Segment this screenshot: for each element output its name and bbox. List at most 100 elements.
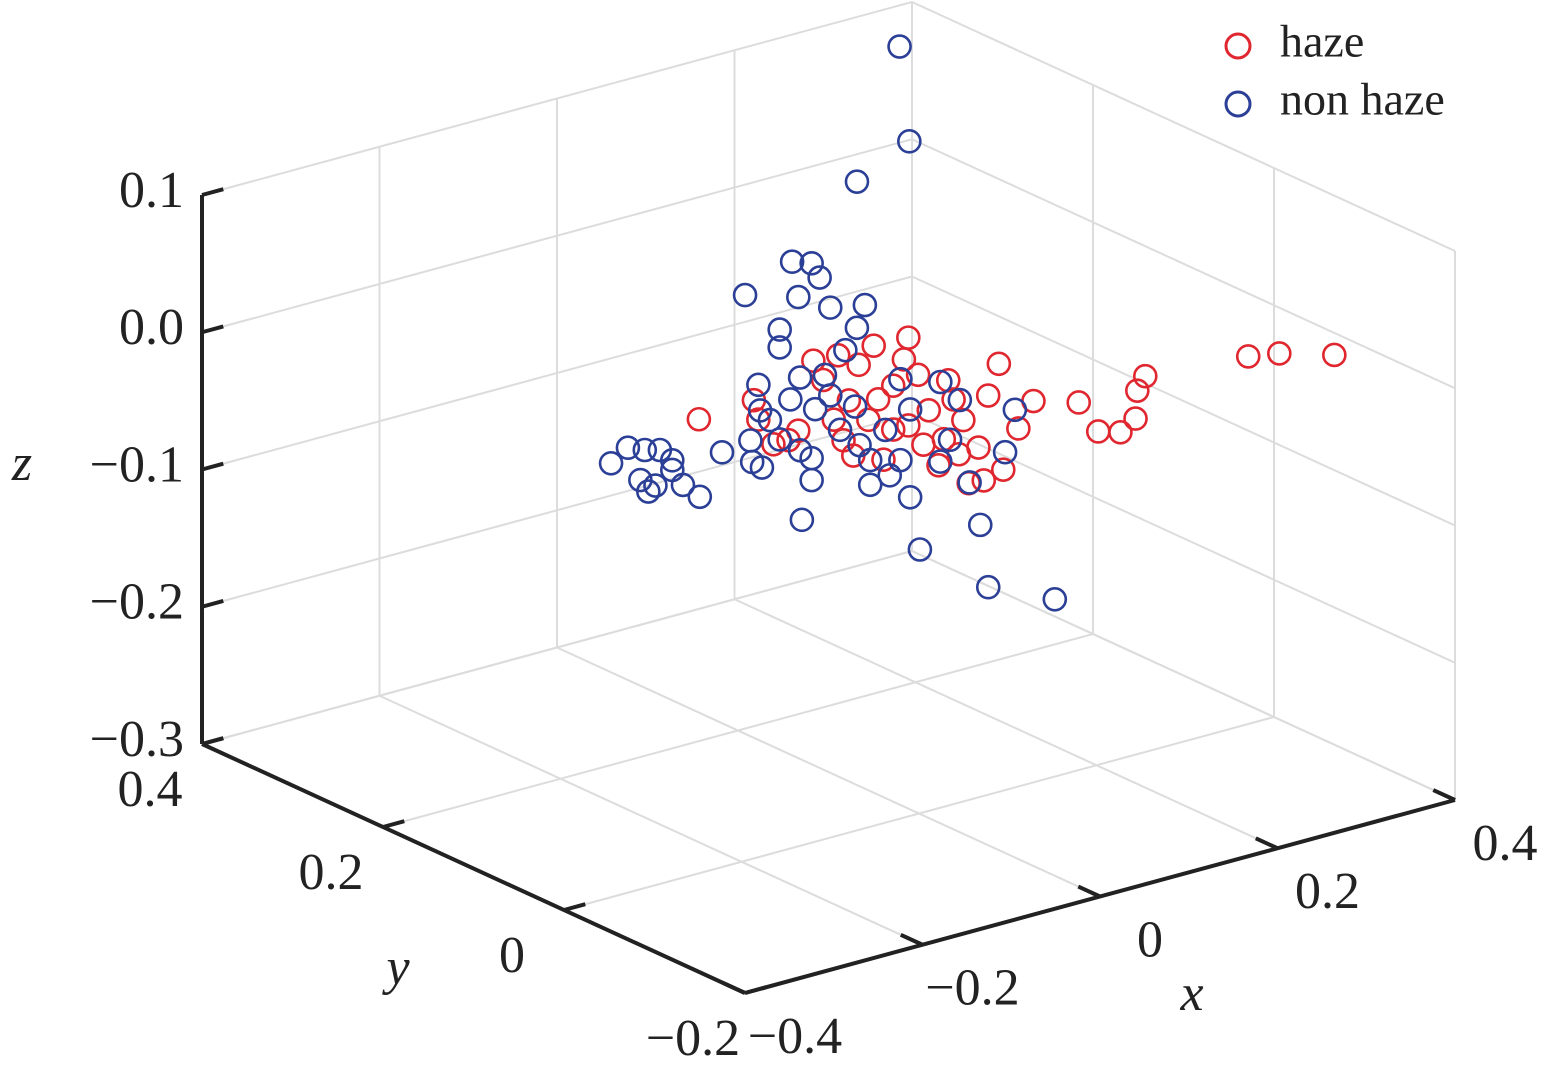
x-tick: [1077, 884, 1101, 899]
point: [891, 347, 917, 372]
x-tick: [1432, 788, 1456, 802]
grid-line: [201, 1, 913, 196]
point: [897, 129, 922, 154]
z-tick-label: 0.0: [119, 299, 184, 356]
point: [865, 387, 891, 412]
point: [749, 455, 775, 480]
point: [686, 406, 712, 432]
point: [1267, 341, 1292, 366]
legend-marker: [1224, 90, 1252, 118]
point: [897, 397, 923, 422]
point: [928, 449, 953, 474]
point: [844, 169, 870, 194]
point: [905, 362, 931, 388]
point: [1006, 416, 1031, 441]
point: [888, 447, 913, 473]
point: [827, 417, 853, 443]
x-tick-label: −0.4: [748, 1008, 842, 1065]
point: [636, 479, 661, 504]
grid-line: [201, 412, 913, 608]
z-tick-label: −0.1: [90, 436, 184, 493]
point: [817, 383, 843, 408]
point: [896, 325, 921, 350]
point: [799, 250, 824, 276]
grid-line: [201, 138, 913, 334]
point: [880, 373, 906, 398]
point: [947, 387, 973, 413]
axis-label: y: [381, 939, 410, 996]
z-tick: [201, 324, 224, 335]
point: [767, 427, 792, 452]
point: [967, 512, 993, 538]
point: [747, 398, 773, 423]
point: [911, 432, 936, 457]
point: [615, 435, 641, 461]
point: [896, 413, 921, 438]
grid-line: [382, 633, 1094, 828]
z-tick: [201, 187, 224, 197]
z-tick: [201, 461, 224, 472]
x-tick-label: 0.2: [1295, 863, 1360, 920]
point: [1108, 420, 1133, 445]
point: [1085, 419, 1111, 444]
point: [928, 369, 953, 395]
point: [807, 265, 832, 290]
point: [975, 574, 1001, 600]
grid-line: [201, 275, 913, 471]
y-tick: [201, 736, 224, 746]
point: [825, 343, 851, 368]
point: [951, 407, 976, 433]
x-tick-label: 0: [1137, 911, 1163, 968]
point: [767, 335, 792, 360]
point: [1125, 378, 1150, 403]
legend-label: haze: [1280, 16, 1364, 67]
z-tick-label: −0.2: [90, 574, 184, 631]
z-tick-label: 0.1: [119, 162, 184, 219]
grid-line: [911, 138, 1456, 390]
point: [632, 437, 658, 463]
point: [817, 295, 843, 320]
x-tick: [1254, 836, 1279, 851]
x-tick: [899, 932, 924, 947]
point: [871, 447, 896, 472]
point: [957, 470, 982, 495]
grid-line: [911, 412, 1456, 664]
point: [778, 387, 803, 412]
y-tick: [382, 819, 405, 829]
x-tick-label: 0.4: [1473, 815, 1538, 872]
y-tick-label: 0.4: [118, 761, 183, 818]
grid-line: [734, 598, 1278, 850]
point: [872, 417, 898, 443]
point: [687, 484, 713, 510]
y-tick-label: −0.2: [646, 1010, 740, 1067]
point: [852, 292, 878, 318]
point: [861, 333, 887, 358]
point: [709, 440, 735, 465]
point: [787, 365, 813, 390]
z-tick: [201, 599, 224, 609]
legend-marker: [1224, 32, 1252, 60]
point: [887, 34, 912, 59]
point: [844, 315, 870, 341]
point: [907, 537, 933, 562]
point: [1132, 363, 1158, 389]
point: [836, 388, 862, 413]
point: [732, 282, 758, 308]
y-tick-label: 0: [499, 927, 525, 984]
point: [1066, 390, 1092, 415]
point: [937, 427, 963, 453]
point: [992, 439, 1018, 465]
grid-line: [563, 716, 1275, 911]
point: [643, 473, 668, 498]
point: [670, 472, 696, 498]
point: [786, 284, 811, 310]
legend-label: non haze: [1280, 74, 1445, 125]
point: [975, 383, 1001, 408]
y-tick: [563, 902, 586, 912]
y-axis: [201, 742, 746, 995]
point: [888, 366, 913, 392]
point: [842, 394, 868, 419]
point: [916, 398, 942, 423]
point: [738, 428, 763, 453]
